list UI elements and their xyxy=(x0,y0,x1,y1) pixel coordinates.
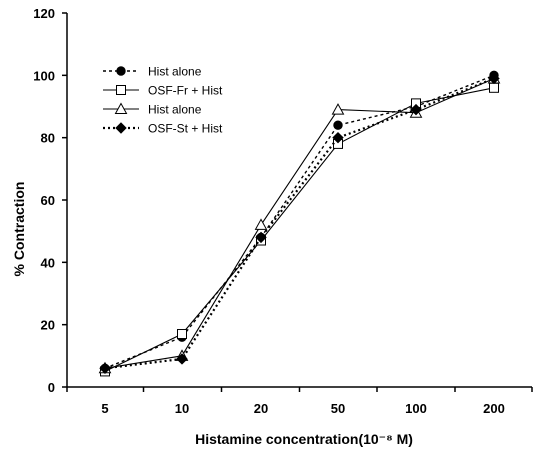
x-tick-label: 10 xyxy=(175,401,189,416)
legend-label: OSF-Fr + Hist xyxy=(148,84,223,98)
legend-marker xyxy=(116,85,126,95)
legend-label: Hist alone xyxy=(148,103,202,117)
legend-label: Hist alone xyxy=(148,65,202,79)
data-point xyxy=(333,120,343,130)
series-4 xyxy=(99,72,500,375)
x-tick-label: 100 xyxy=(405,401,427,416)
series-line xyxy=(104,74,495,369)
x-tick-label: 50 xyxy=(331,401,345,416)
legend-marker xyxy=(116,66,126,76)
x-tick-label: 20 xyxy=(254,401,268,416)
data-point xyxy=(489,82,499,93)
data-point xyxy=(176,353,188,365)
legend: Hist alone OSF-Fr + Hist Hist alone OSF-St … xyxy=(103,65,223,136)
legend-marker xyxy=(114,102,128,114)
y-tick-label: 120 xyxy=(33,6,55,21)
data-point xyxy=(99,362,111,375)
legend-label: OSF-St + Hist xyxy=(148,122,223,136)
series-line xyxy=(104,87,495,372)
series-3 xyxy=(98,71,501,374)
series-line xyxy=(104,77,495,370)
data-point xyxy=(331,103,345,115)
legend-item-1: Hist alone xyxy=(103,65,202,79)
y-tick-label: 0 xyxy=(48,380,55,395)
y-axis-title: % Contraction xyxy=(11,182,27,277)
data-point xyxy=(255,231,267,244)
y-tick-label: 60 xyxy=(41,193,55,208)
x-tick-label: 5 xyxy=(101,401,108,416)
legend-item-2: OSF-Fr + Hist xyxy=(103,84,223,98)
data-point xyxy=(488,72,500,85)
y-tick-label: 40 xyxy=(41,255,55,270)
data-point xyxy=(332,131,344,144)
axes: 0 20 40 60 80 100 120 5 10 20 50 100 200 xyxy=(33,6,533,416)
data-point xyxy=(410,103,422,116)
legend-item-4: OSF-St + Hist xyxy=(103,122,223,136)
y-tick-label: 100 xyxy=(33,68,55,83)
legend-item-3: Hist alone xyxy=(103,102,202,117)
series-line xyxy=(104,77,495,369)
y-tick-label: 80 xyxy=(41,131,55,146)
x-axis-title: Histamine concentration(10⁻⁸ M) xyxy=(195,431,413,447)
data-point xyxy=(177,329,187,340)
series-layer xyxy=(98,70,501,377)
y-tick-label: 20 xyxy=(41,318,55,333)
data-point xyxy=(254,218,268,230)
legend-marker xyxy=(115,122,127,134)
x-tick-label: 200 xyxy=(483,401,505,416)
